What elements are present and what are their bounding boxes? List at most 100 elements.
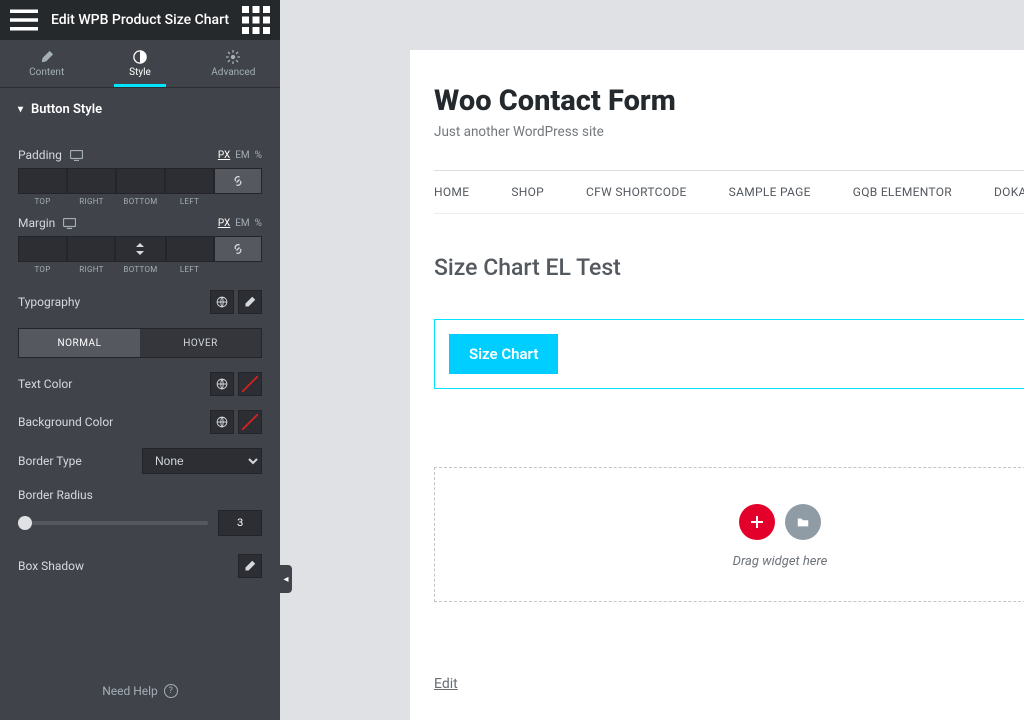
nav-item[interactable]: SAMPLE PAGE — [729, 185, 811, 199]
box-shadow-edit-button[interactable] — [238, 554, 262, 578]
padding-inputs — [18, 168, 262, 194]
controls-area: Padding PX EM % — [0, 130, 280, 592]
selected-widget[interactable]: Size Chart — [434, 319, 1024, 389]
hamburger-menu-button[interactable] — [10, 6, 38, 34]
drop-zone-text: Drag widget here — [435, 554, 1024, 569]
panel-tabs: Content Style Advanced — [0, 40, 280, 88]
label-left: LEFT — [165, 197, 214, 206]
padding-side-labels: TOP RIGHT BOTTOM LEFT — [18, 197, 262, 206]
bg-color-picker[interactable] — [238, 410, 262, 434]
bg-color-global-button[interactable] — [210, 410, 234, 434]
margin-bottom-stepper[interactable] — [115, 236, 166, 262]
need-help-link[interactable]: Need Help ? — [0, 662, 280, 720]
typography-row: Typography — [18, 290, 262, 314]
app-root: Edit WPB Product Size Chart Content Styl… — [0, 0, 1024, 720]
padding-row: Padding PX EM % — [18, 148, 262, 162]
bg-color-row: Background Color — [18, 410, 262, 434]
text-color-global-button[interactable] — [210, 372, 234, 396]
edit-link[interactable]: Edit — [434, 676, 1024, 692]
label-right: RIGHT — [67, 265, 116, 274]
box-shadow-label: Box Shadow — [18, 559, 84, 573]
state-tabs: NORMAL HOVER — [18, 328, 262, 358]
margin-row: Margin PX EM % — [18, 216, 262, 230]
text-color-picker[interactable] — [238, 372, 262, 396]
text-color-row: Text Color — [18, 372, 262, 396]
size-chart-button[interactable]: Size Chart — [449, 334, 558, 374]
typography-global-button[interactable] — [210, 290, 234, 314]
box-shadow-row: Box Shadow — [18, 554, 262, 578]
label-top: TOP — [18, 265, 67, 274]
preview-canvas: ◂ Woo Contact Form Just another WordPres… — [280, 0, 1024, 720]
sidebar-header: Edit WPB Product Size Chart — [0, 0, 280, 40]
drop-zone[interactable]: Drag widget here — [434, 467, 1024, 602]
slider-thumb[interactable] — [18, 516, 32, 530]
nav-item[interactable]: CFW SHORTCODE — [586, 185, 687, 199]
margin-label: Margin — [18, 216, 55, 230]
tab-label: Content — [29, 67, 64, 78]
label-top: TOP — [18, 197, 67, 206]
page-heading: Size Chart EL Test — [434, 254, 1024, 281]
bg-color-label: Background Color — [18, 415, 113, 429]
label-left: LEFT — [165, 265, 214, 274]
site-title: Woo Contact Form — [434, 84, 1024, 118]
help-icon: ? — [164, 684, 178, 698]
label-bottom: BOTTOM — [116, 197, 165, 206]
typography-label: Typography — [18, 295, 80, 309]
tab-content[interactable]: Content — [0, 40, 93, 87]
section-title: Button Style — [31, 102, 102, 117]
border-radius-row: Border Radius — [18, 488, 262, 536]
tab-label: Advanced — [211, 67, 255, 78]
site-tagline: Just another WordPress site — [434, 124, 1024, 140]
border-radius-input[interactable] — [218, 510, 262, 536]
state-tab-hover[interactable]: HOVER — [140, 329, 261, 357]
template-library-button[interactable] — [785, 504, 821, 540]
label-right: RIGHT — [67, 197, 116, 206]
border-type-select[interactable]: None — [142, 448, 262, 474]
unit-px[interactable]: PX — [218, 218, 230, 229]
nav-item[interactable]: SHOP — [511, 185, 544, 199]
margin-inputs — [18, 236, 262, 262]
unit-em[interactable]: EM — [235, 218, 249, 229]
border-radius-slider[interactable] — [18, 521, 208, 525]
padding-top-input[interactable] — [18, 168, 67, 194]
margin-left-input[interactable] — [166, 236, 215, 262]
section-toggle[interactable]: ▾ Button Style — [0, 88, 280, 130]
section-button-style: ▾ Button Style Padding PX EM % — [0, 88, 280, 592]
label-bottom: BOTTOM — [116, 265, 165, 274]
margin-top-input[interactable] — [18, 236, 67, 262]
desktop-icon[interactable] — [70, 150, 83, 161]
nav-item[interactable]: DOKAN — [994, 185, 1024, 199]
tab-advanced[interactable]: Advanced — [187, 40, 280, 87]
header-title: Edit WPB Product Size Chart — [38, 12, 242, 28]
border-type-row: Border Type None — [18, 448, 262, 474]
add-section-button[interactable] — [739, 504, 775, 540]
nav-item[interactable]: GQB ELEMENTOR — [853, 185, 952, 199]
typography-edit-button[interactable] — [238, 290, 262, 314]
unit-px[interactable]: PX — [218, 150, 230, 161]
padding-left-input[interactable] — [165, 168, 214, 194]
unit-em[interactable]: EM — [235, 150, 249, 161]
tab-style[interactable]: Style — [93, 40, 186, 87]
unit-pct[interactable]: % — [255, 218, 262, 229]
tab-label: Style — [129, 67, 151, 78]
padding-bottom-input[interactable] — [116, 168, 165, 194]
margin-link-button[interactable] — [214, 236, 262, 262]
padding-right-input[interactable] — [67, 168, 116, 194]
site-nav: HOME SHOP CFW SHORTCODE SAMPLE PAGE GQB … — [434, 170, 1024, 214]
nav-item[interactable]: HOME — [434, 185, 469, 199]
desktop-icon[interactable] — [63, 218, 76, 229]
border-radius-label: Border Radius — [18, 488, 93, 502]
editor-sidebar: Edit WPB Product Size Chart Content Styl… — [0, 0, 280, 720]
padding-link-button[interactable] — [214, 168, 262, 194]
unit-pct[interactable]: % — [255, 150, 262, 161]
state-tab-normal[interactable]: NORMAL — [19, 329, 140, 357]
need-help-label: Need Help — [102, 684, 158, 698]
caret-down-icon: ▾ — [18, 104, 23, 115]
text-color-label: Text Color — [18, 377, 72, 391]
collapse-sidebar-handle[interactable]: ◂ — [280, 565, 292, 593]
border-type-label: Border Type — [18, 454, 82, 468]
page-preview: Woo Contact Form Just another WordPress … — [410, 50, 1024, 720]
margin-right-input[interactable] — [67, 236, 116, 262]
margin-side-labels: TOP RIGHT BOTTOM LEFT — [18, 265, 262, 274]
widgets-grid-button[interactable] — [242, 6, 270, 34]
